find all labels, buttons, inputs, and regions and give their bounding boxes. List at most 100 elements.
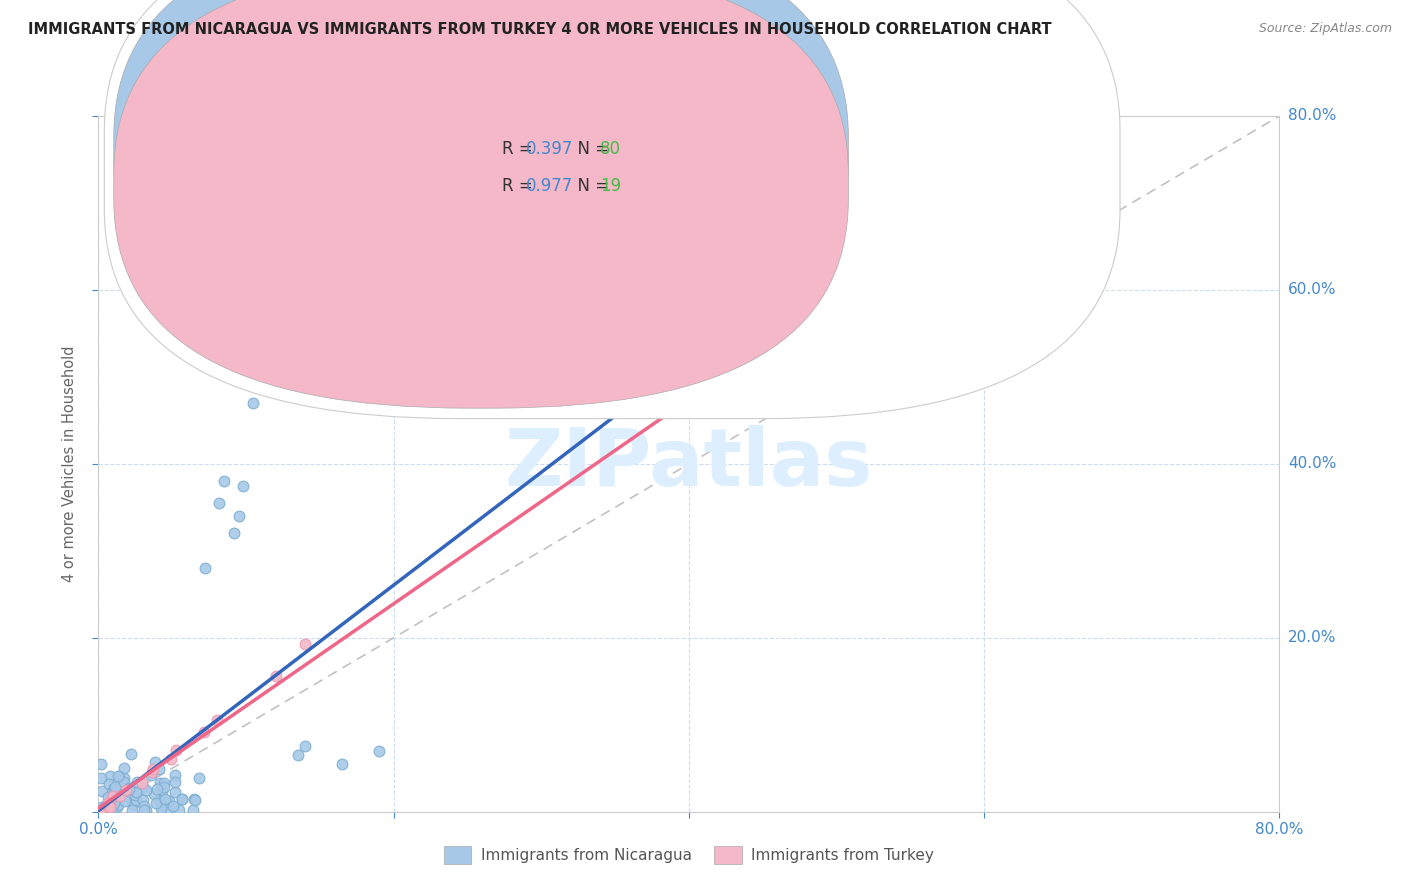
Y-axis label: 4 or more Vehicles in Household: 4 or more Vehicles in Household	[62, 345, 77, 582]
Point	[232, 478, 254, 492]
Point	[193, 724, 215, 739]
Point	[143, 755, 166, 769]
Point	[104, 780, 127, 794]
Point	[294, 739, 316, 754]
Text: 80.0%: 80.0%	[1288, 109, 1336, 123]
Point	[105, 800, 128, 814]
Point	[90, 771, 112, 785]
Point	[108, 789, 131, 803]
Point	[141, 764, 163, 779]
Point	[287, 748, 309, 763]
Point	[115, 783, 138, 797]
Point	[108, 769, 131, 783]
Point	[103, 796, 125, 810]
Point	[142, 787, 165, 801]
Point	[90, 803, 112, 817]
Point	[146, 782, 169, 797]
Point	[183, 803, 205, 817]
Point	[114, 794, 136, 808]
Point	[91, 803, 114, 817]
Point	[117, 781, 139, 796]
Point	[152, 780, 174, 794]
Point	[91, 784, 114, 798]
Point	[107, 769, 129, 783]
Point	[101, 801, 124, 815]
Point	[98, 798, 121, 813]
Point	[100, 800, 122, 814]
Point	[145, 796, 167, 810]
Point	[125, 785, 148, 799]
Text: IMMIGRANTS FROM NICARAGUA VS IMMIGRANTS FROM TURKEY 4 OR MORE VEHICLES IN HOUSEH: IMMIGRANTS FROM NICARAGUA VS IMMIGRANTS …	[28, 22, 1052, 37]
Text: ZIPatlas: ZIPatlas	[505, 425, 873, 503]
Point	[242, 396, 264, 410]
Point	[135, 803, 157, 817]
Point	[96, 803, 118, 817]
Text: 0.397: 0.397	[526, 140, 574, 159]
Point	[118, 782, 141, 797]
Point	[170, 791, 193, 805]
Text: 40.0%: 40.0%	[1288, 457, 1336, 471]
Point	[132, 780, 155, 794]
Point	[112, 761, 135, 775]
Point	[194, 561, 217, 575]
Text: Source: ZipAtlas.com: Source: ZipAtlas.com	[1258, 22, 1392, 36]
Point	[97, 777, 120, 791]
Point	[139, 768, 162, 782]
Point	[368, 744, 391, 758]
Point	[228, 508, 250, 523]
Text: 20.0%: 20.0%	[1288, 631, 1336, 645]
Point	[184, 792, 207, 806]
FancyBboxPatch shape	[114, 0, 848, 409]
Point	[149, 776, 172, 790]
Point	[330, 756, 353, 771]
Point	[107, 798, 129, 813]
Point	[132, 793, 155, 807]
Point	[163, 785, 186, 799]
Point	[150, 800, 173, 814]
Point	[90, 756, 112, 771]
Point	[124, 780, 146, 794]
Point	[96, 797, 118, 811]
Point	[148, 762, 170, 776]
Text: 0.977: 0.977	[526, 178, 574, 195]
Point	[101, 789, 124, 803]
Point	[148, 792, 170, 806]
Text: 60.0%: 60.0%	[1288, 283, 1336, 297]
Point	[105, 791, 128, 805]
Point	[134, 798, 156, 813]
Point	[101, 784, 124, 798]
Point	[90, 800, 112, 814]
Point	[124, 788, 146, 802]
Point	[125, 775, 148, 789]
Point	[152, 775, 174, 789]
Point	[163, 767, 186, 781]
Point	[891, 252, 914, 267]
Point	[112, 774, 135, 789]
Point	[205, 714, 228, 728]
Point	[112, 771, 135, 785]
Point	[97, 796, 120, 810]
Point	[162, 799, 184, 814]
Point	[97, 800, 120, 814]
Point	[100, 769, 122, 783]
Point	[125, 793, 148, 807]
Point	[121, 797, 143, 811]
Point	[224, 526, 246, 541]
Legend: Immigrants from Nicaragua, Immigrants from Turkey: Immigrants from Nicaragua, Immigrants fr…	[437, 840, 941, 871]
Point	[150, 798, 173, 813]
Point	[115, 789, 138, 803]
Text: N =: N =	[567, 178, 614, 195]
Point	[97, 790, 120, 805]
Point	[121, 803, 143, 817]
Point	[120, 747, 142, 761]
Point	[153, 791, 176, 805]
Point	[160, 752, 183, 766]
Text: 19: 19	[600, 178, 621, 195]
Point	[101, 789, 124, 804]
Point	[90, 803, 112, 817]
Point	[135, 783, 157, 797]
FancyBboxPatch shape	[104, 0, 1121, 418]
Point	[165, 743, 187, 757]
Text: R =: R =	[502, 178, 538, 195]
Point	[208, 496, 231, 510]
